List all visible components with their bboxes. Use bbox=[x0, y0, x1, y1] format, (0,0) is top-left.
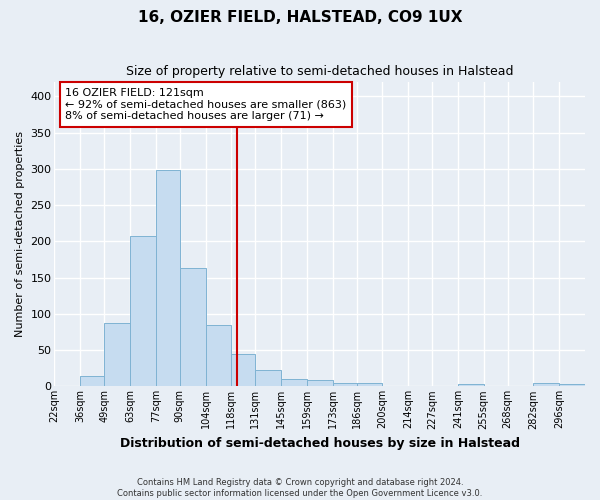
Title: Size of property relative to semi-detached houses in Halstead: Size of property relative to semi-detach… bbox=[126, 65, 514, 78]
Bar bbox=[559, 384, 585, 386]
X-axis label: Distribution of semi-detached houses by size in Halstead: Distribution of semi-detached houses by … bbox=[120, 437, 520, 450]
Bar bbox=[281, 379, 307, 386]
Text: 16, OZIER FIELD, HALSTEAD, CO9 1UX: 16, OZIER FIELD, HALSTEAD, CO9 1UX bbox=[138, 10, 462, 25]
Bar bbox=[307, 380, 332, 386]
Text: 16 OZIER FIELD: 121sqm
← 92% of semi-detached houses are smaller (863)
8% of sem: 16 OZIER FIELD: 121sqm ← 92% of semi-det… bbox=[65, 88, 346, 121]
Bar bbox=[130, 236, 156, 386]
Bar bbox=[104, 324, 130, 386]
Bar bbox=[180, 268, 206, 386]
Bar bbox=[533, 384, 559, 386]
Bar bbox=[356, 384, 382, 386]
Bar bbox=[80, 376, 104, 386]
Bar bbox=[458, 384, 484, 386]
Bar bbox=[232, 354, 255, 386]
Bar bbox=[255, 370, 281, 386]
Text: Contains HM Land Registry data © Crown copyright and database right 2024.
Contai: Contains HM Land Registry data © Crown c… bbox=[118, 478, 482, 498]
Bar bbox=[156, 170, 180, 386]
Bar bbox=[332, 383, 356, 386]
Y-axis label: Number of semi-detached properties: Number of semi-detached properties bbox=[15, 131, 25, 337]
Bar bbox=[206, 325, 232, 386]
